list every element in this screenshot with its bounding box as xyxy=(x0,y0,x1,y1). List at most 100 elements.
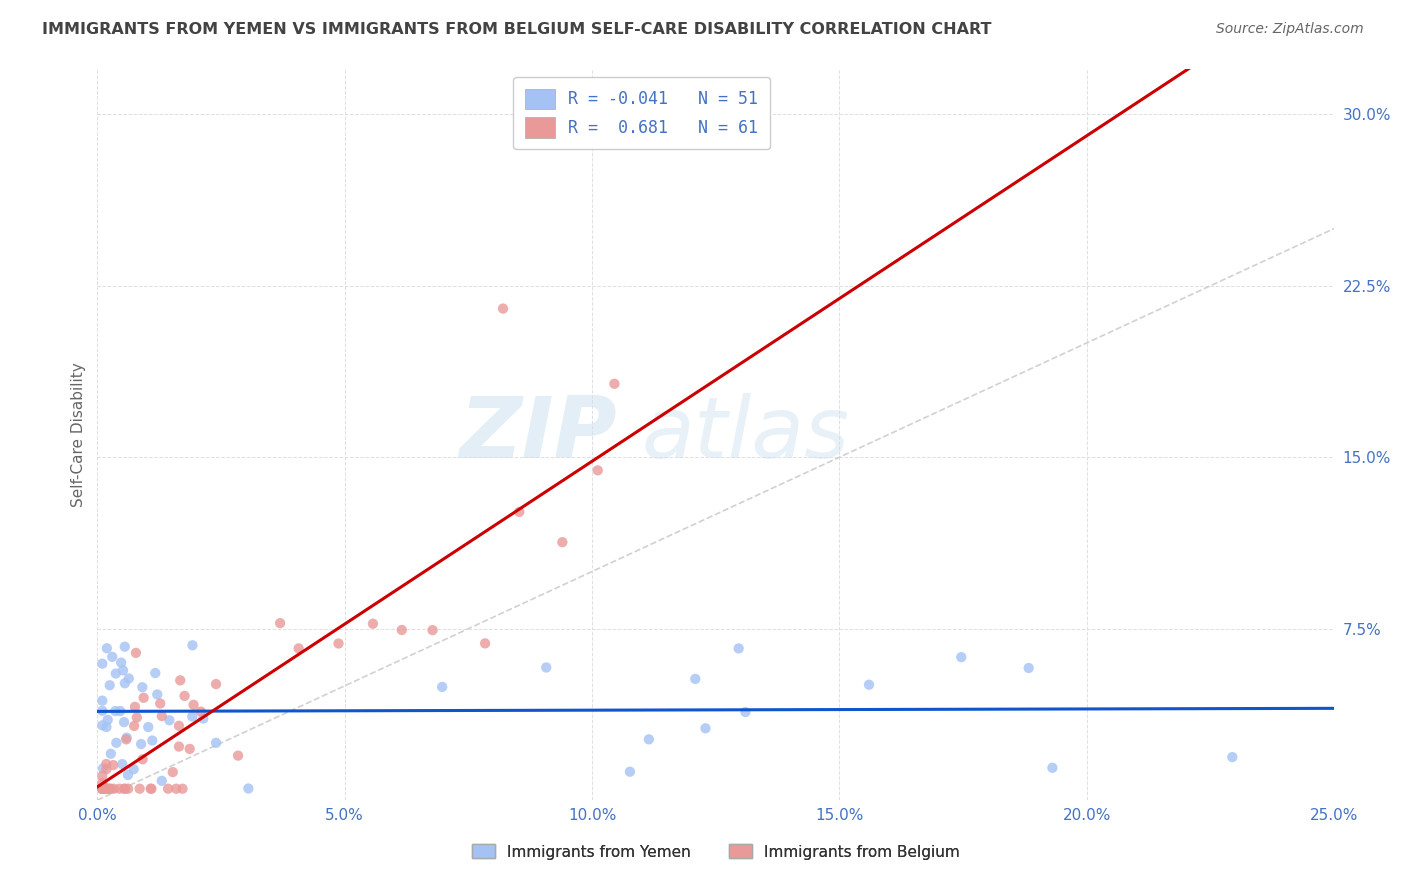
Point xyxy=(96,720,118,734)
Point xyxy=(328,636,350,650)
Point xyxy=(183,698,205,712)
Point xyxy=(1018,661,1040,675)
Point xyxy=(104,704,127,718)
Point xyxy=(269,616,291,631)
Text: ZIP: ZIP xyxy=(460,392,617,475)
Point xyxy=(139,781,162,796)
Point xyxy=(122,719,145,733)
Point xyxy=(858,678,880,692)
Point xyxy=(91,781,114,796)
Point xyxy=(534,660,557,674)
Point xyxy=(91,781,114,796)
Point xyxy=(173,689,195,703)
Point xyxy=(96,781,118,796)
Point xyxy=(179,742,201,756)
Point xyxy=(111,757,134,772)
Point xyxy=(586,463,609,477)
Point xyxy=(508,505,530,519)
Point xyxy=(124,699,146,714)
Point xyxy=(141,781,163,796)
Point xyxy=(115,732,138,747)
Point xyxy=(103,781,125,796)
Point xyxy=(93,781,115,796)
Y-axis label: Self-Care Disability: Self-Care Disability xyxy=(72,362,86,507)
Point xyxy=(492,301,515,316)
Point xyxy=(637,732,659,747)
Point xyxy=(91,781,114,796)
Point xyxy=(104,666,127,681)
Point xyxy=(727,641,749,656)
Point xyxy=(112,781,135,796)
Point xyxy=(430,680,453,694)
Point xyxy=(193,712,215,726)
Point xyxy=(114,640,136,654)
Point xyxy=(93,781,115,796)
Point xyxy=(91,781,114,796)
Point xyxy=(734,705,756,719)
Point xyxy=(105,736,128,750)
Point xyxy=(603,376,626,391)
Text: atlas: atlas xyxy=(641,392,849,475)
Point xyxy=(146,688,169,702)
Point xyxy=(131,680,153,694)
Point xyxy=(132,690,155,705)
Legend: Immigrants from Yemen, Immigrants from Belgium: Immigrants from Yemen, Immigrants from B… xyxy=(465,838,966,865)
Point xyxy=(96,781,118,796)
Point xyxy=(98,781,121,796)
Point xyxy=(391,623,413,637)
Point xyxy=(97,781,120,796)
Point xyxy=(91,769,114,783)
Point xyxy=(149,697,172,711)
Point xyxy=(91,718,114,732)
Point xyxy=(125,710,148,724)
Point xyxy=(91,657,114,671)
Point xyxy=(114,676,136,690)
Point xyxy=(143,666,166,681)
Point xyxy=(103,758,125,772)
Point xyxy=(157,713,180,727)
Point xyxy=(157,781,180,796)
Point xyxy=(474,636,496,650)
Point xyxy=(226,748,249,763)
Point xyxy=(136,720,159,734)
Point xyxy=(361,616,384,631)
Point xyxy=(96,762,118,776)
Point xyxy=(205,736,228,750)
Point xyxy=(131,752,153,766)
Point xyxy=(181,638,204,652)
Point xyxy=(141,733,163,747)
Point xyxy=(98,781,121,796)
Point xyxy=(96,756,118,771)
Point xyxy=(150,709,173,723)
Point xyxy=(190,705,212,719)
Point xyxy=(162,765,184,780)
Point xyxy=(118,672,141,686)
Point xyxy=(167,739,190,754)
Point xyxy=(91,761,114,775)
Point xyxy=(97,713,120,727)
Point xyxy=(685,672,707,686)
Point xyxy=(695,721,717,735)
Point xyxy=(167,719,190,733)
Point xyxy=(91,693,114,707)
Text: IMMIGRANTS FROM YEMEN VS IMMIGRANTS FROM BELGIUM SELF-CARE DISABILITY CORRELATIO: IMMIGRANTS FROM YEMEN VS IMMIGRANTS FROM… xyxy=(42,22,991,37)
Point xyxy=(125,646,148,660)
Point xyxy=(165,781,187,796)
Point xyxy=(98,678,121,692)
Point xyxy=(112,715,135,730)
Text: Source: ZipAtlas.com: Source: ZipAtlas.com xyxy=(1216,22,1364,37)
Point xyxy=(117,781,139,796)
Point xyxy=(619,764,641,779)
Point xyxy=(115,731,138,745)
Point xyxy=(91,704,114,718)
Point xyxy=(181,709,204,723)
Point xyxy=(110,656,132,670)
Point xyxy=(122,762,145,776)
Point xyxy=(150,773,173,788)
Point xyxy=(101,649,124,664)
Point xyxy=(91,776,114,790)
Point xyxy=(96,641,118,656)
Point xyxy=(129,737,152,751)
Point xyxy=(114,781,136,796)
Point xyxy=(1042,761,1064,775)
